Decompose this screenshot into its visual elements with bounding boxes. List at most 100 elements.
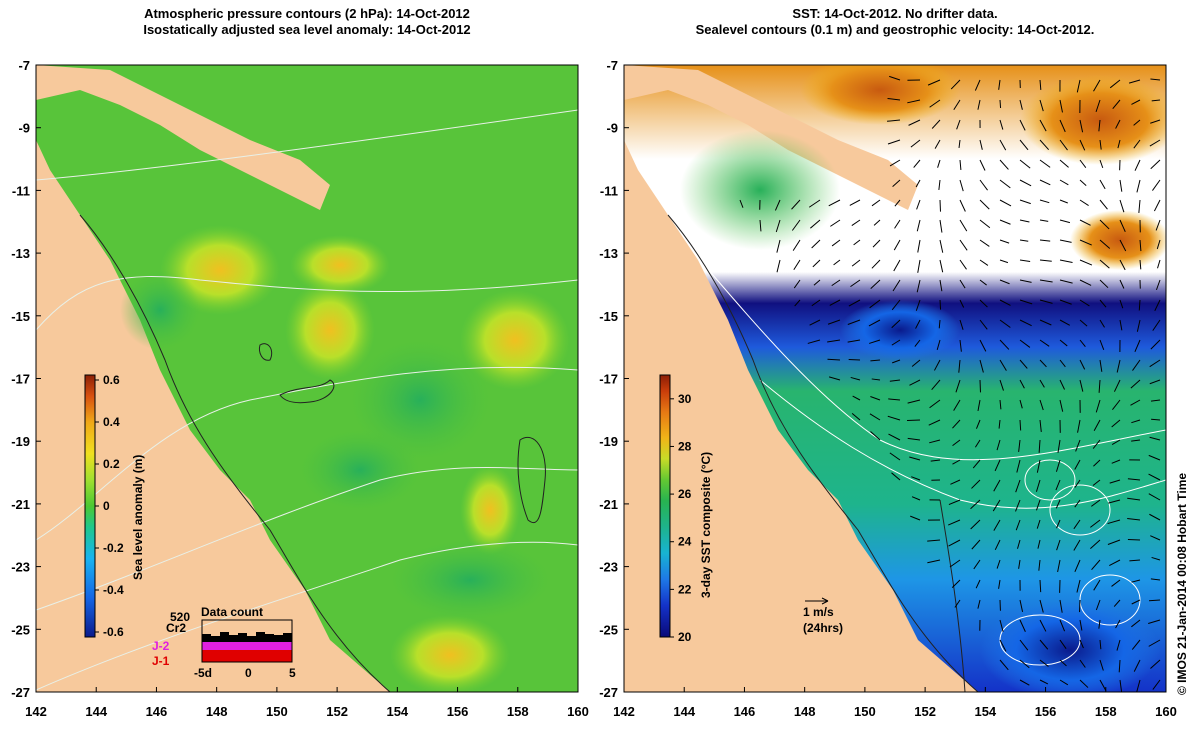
pressure-contour	[36, 541, 578, 691]
velocity-arrow	[793, 259, 801, 271]
right-title: SST: 14-Oct-2012. No drifter data. Seale…	[624, 6, 1166, 38]
velocity-arrow	[828, 199, 841, 207]
velocity-arrow	[1039, 119, 1047, 132]
velocity-arrow	[1127, 517, 1141, 521]
velocity-arrow	[1151, 556, 1161, 561]
velocity-arrow	[894, 219, 901, 229]
velocity-arrow	[929, 99, 941, 108]
velocity-arrow	[888, 398, 901, 401]
velocity-arrow	[1150, 659, 1161, 669]
y-tick-label: -17	[11, 372, 30, 387]
velocity-arrow	[1098, 379, 1101, 393]
velocity-arrow	[1019, 199, 1031, 205]
velocity-arrow	[1079, 179, 1087, 186]
velocity-arrow	[931, 379, 941, 390]
velocity-arrow	[1115, 619, 1121, 629]
velocity-arrow	[959, 259, 967, 270]
x-tick-label: 144	[85, 704, 107, 719]
velocity-arrow	[1019, 659, 1030, 669]
velocity-arrow	[914, 339, 921, 347]
velocity-arrow	[1130, 379, 1141, 389]
velocity-arrow	[979, 299, 988, 308]
velocity-arrow	[892, 279, 901, 292]
velocity-arrow	[791, 199, 801, 210]
velocity-arrow	[1138, 199, 1141, 213]
y-tick-label: -9	[18, 121, 30, 136]
velocity-arrow	[1039, 139, 1050, 151]
inset-bar-520	[247, 636, 256, 642]
inset-label-cr2: Cr2	[166, 621, 186, 635]
velocity-arrow	[891, 472, 901, 481]
velocity-arrow	[1098, 619, 1101, 629]
velocity-arrow	[1099, 359, 1103, 372]
x-tick-label: 158	[1095, 704, 1117, 719]
velocity-arrow	[959, 159, 962, 170]
velocity-arrow	[1150, 78, 1161, 81]
velocity-arrow	[1119, 259, 1126, 271]
velocity-arrow	[1059, 199, 1068, 204]
velocity-arrow	[888, 433, 901, 441]
velocity-arrow	[1037, 539, 1041, 549]
left-blob	[290, 235, 390, 295]
y-tick-label: -7	[18, 58, 30, 73]
velocity-arrow	[1059, 319, 1070, 326]
velocity-arrow	[1155, 219, 1161, 231]
y-tick-label: -19	[11, 434, 30, 449]
velocity-arrow	[807, 339, 821, 344]
velocity-scale-label: 1 m/s	[803, 605, 834, 619]
pressure-contour	[36, 276, 578, 331]
x-tick-label: 146	[734, 704, 756, 719]
colorbar-tick-label: -0.4	[103, 583, 124, 597]
velocity-arrow	[1111, 459, 1121, 464]
velocity-arrow	[1112, 99, 1121, 110]
velocity-arrow	[1039, 359, 1047, 368]
inset-bar-520	[265, 634, 274, 642]
x-tick-label: 146	[146, 704, 168, 719]
velocity-arrow	[850, 376, 861, 381]
velocity-arrow	[1148, 493, 1161, 501]
velocity-arrow	[1076, 579, 1081, 593]
velocity-arrow	[833, 259, 841, 266]
velocity-arrow	[1118, 659, 1121, 673]
velocity-arrow	[1074, 559, 1081, 573]
x-tick-label: 142	[613, 704, 635, 719]
velocity-arrow	[1150, 399, 1161, 402]
velocity-arrow	[907, 419, 921, 422]
velocity-arrow	[1115, 119, 1121, 129]
velocity-arrow	[1099, 159, 1104, 169]
inset-xtick: 0	[245, 666, 252, 680]
velocity-arrow	[934, 139, 941, 149]
sst-patch	[1020, 75, 1166, 165]
velocity-arrow	[1073, 539, 1081, 551]
sla-colorbar-ticks: 0.6 0.4 0.2 0 -0.2 -0.4 -0.6	[95, 373, 124, 639]
velocity-arrow	[928, 419, 941, 426]
velocity-arrow	[907, 437, 921, 441]
velocity-arrow	[979, 199, 990, 210]
inset-frame	[201, 619, 293, 663]
velocity-arrow	[1131, 619, 1141, 628]
velocity-arrow	[739, 199, 744, 208]
x-tick-label: 148	[794, 704, 816, 719]
velocity-arrow	[887, 119, 901, 122]
shelf-contour	[667, 214, 979, 692]
colorbar-tick-label: -0.6	[103, 625, 124, 639]
velocity-arrow	[1148, 639, 1161, 647]
velocity-arrow	[1095, 99, 1101, 113]
colorbar-tick-label: -0.2	[103, 541, 124, 555]
velocity-arrow	[971, 479, 981, 489]
velocity-arrow	[1019, 139, 1029, 151]
velocity-arrow	[1015, 479, 1021, 493]
velocity-arrow	[1139, 259, 1142, 270]
velocity-arrow	[1015, 519, 1021, 531]
inset-bar-j2	[220, 642, 229, 650]
velocity-arrow	[892, 359, 901, 364]
velocity-arrow	[915, 179, 921, 188]
velocity-arrow	[979, 359, 984, 373]
velocity-arrow	[811, 239, 821, 249]
velocity-arrow	[1059, 279, 1073, 284]
velocity-arrow	[1057, 439, 1061, 453]
velocity-arrow	[1093, 579, 1101, 591]
velocity-arrow	[930, 459, 941, 462]
velocity-arrow	[1019, 119, 1026, 131]
velocity-arrow	[1019, 679, 1030, 686]
